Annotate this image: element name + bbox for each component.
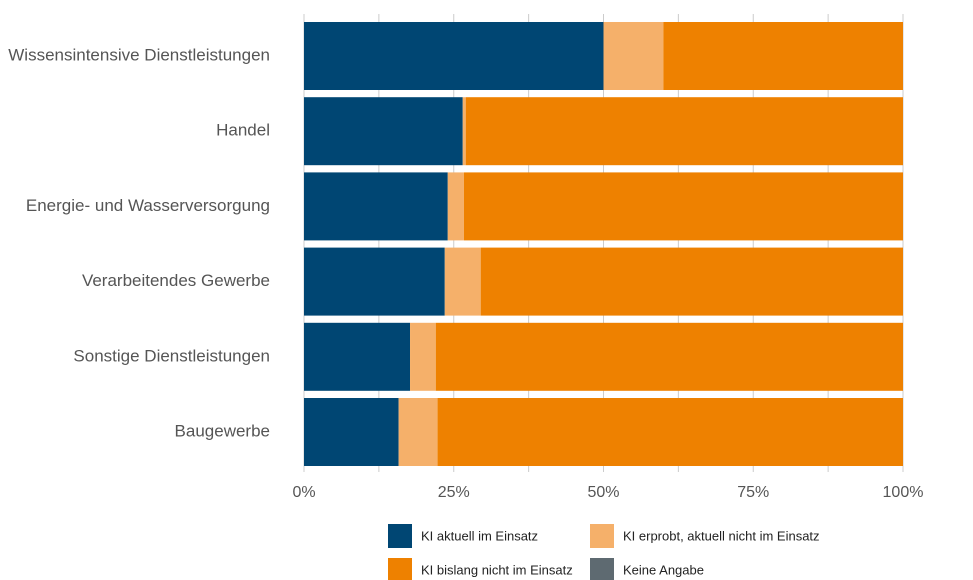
bars <box>304 22 903 466</box>
x-tick-label: 100% <box>883 484 924 501</box>
bar-segment <box>465 97 903 166</box>
legend: KI aktuell im Einsatz KI erprobt, aktuell… <box>388 524 820 580</box>
bar-segment <box>304 398 399 466</box>
category-label: Verarbeitendes Gewerbe <box>82 271 270 290</box>
legend-swatch <box>590 558 614 580</box>
category-label: Energie- und Wasserversorgung <box>26 196 270 215</box>
bar-segment <box>304 172 448 241</box>
legend-label: Keine Angabe <box>623 562 704 577</box>
bar-segment <box>463 172 903 241</box>
grid-lines <box>303 14 904 472</box>
x-tick-label: 50% <box>587 484 619 501</box>
bar-segment <box>480 247 903 316</box>
category-labels: Wissensintensive Dienstleistungen Handel E… <box>8 45 270 440</box>
bar-segment <box>304 97 463 166</box>
category-label: Handel <box>216 121 270 140</box>
legend-swatch <box>388 524 412 548</box>
legend-swatch <box>388 558 412 580</box>
bar-segment <box>663 22 903 90</box>
bar-segment <box>435 322 903 391</box>
legend-label: KI aktuell im Einsatz <box>421 528 538 543</box>
category-label: Sonstige Dienstleistungen <box>73 346 270 365</box>
x-tick-label: 25% <box>438 484 470 501</box>
bar-segment <box>398 398 438 466</box>
x-axis-ticks: 0% 25% 50% 75% 100% <box>292 484 923 501</box>
bar-segment <box>437 398 903 466</box>
x-tick-label: 75% <box>737 484 769 501</box>
bar-segment <box>462 97 466 166</box>
bar-segment <box>304 322 411 391</box>
legend-swatch <box>590 524 614 548</box>
category-label: Wissensintensive Dienstleistungen <box>8 45 270 64</box>
x-tick-label: 0% <box>292 484 315 501</box>
bar-segment <box>603 22 664 90</box>
legend-label: KI erprobt, aktuell nicht im Einsatz <box>623 528 820 543</box>
bar-segment <box>304 22 604 90</box>
legend-label: KI bislang nicht im Einsatz <box>421 562 573 577</box>
category-label: Baugewerbe <box>175 421 270 440</box>
bar-segment <box>410 322 436 391</box>
bar-segment <box>304 247 445 316</box>
bar-segment <box>444 247 481 316</box>
bar-segment <box>447 172 464 241</box>
